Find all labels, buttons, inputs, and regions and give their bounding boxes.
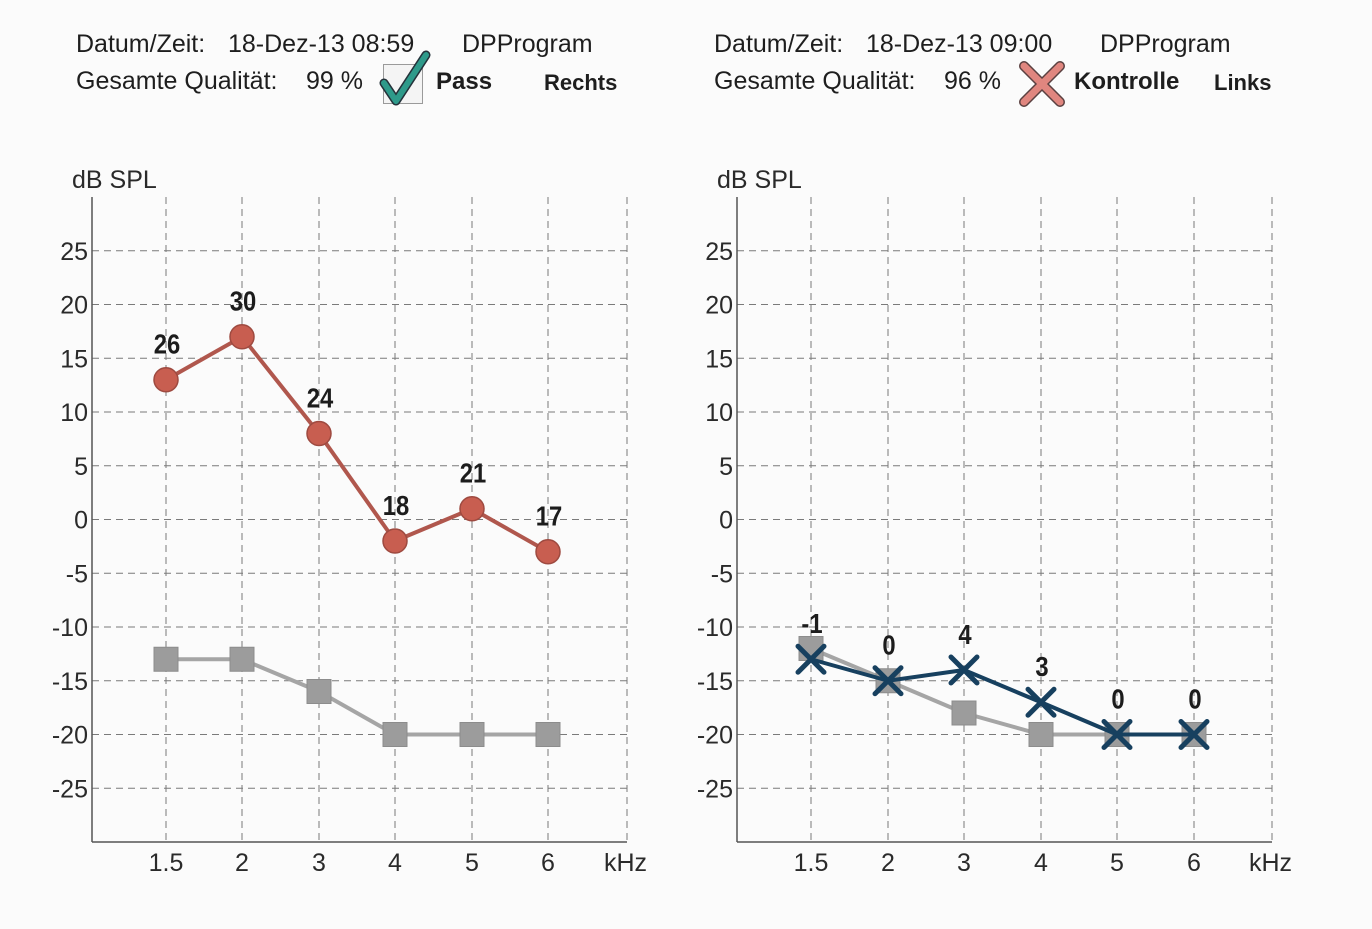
signal-point (1101, 719, 1133, 750)
quality-value-right: 99 % (306, 67, 363, 95)
program-left: DPProgram (1100, 30, 1231, 58)
noise-point (535, 722, 561, 747)
data-label: 24 (307, 382, 334, 414)
y-tick-label: -25 (52, 775, 88, 803)
y-tick-label: 15 (60, 345, 88, 373)
y-tick-label: 25 (705, 238, 733, 266)
noise-series-line (166, 657, 548, 737)
y-tick-label: -10 (52, 614, 88, 642)
data-label: 17 (536, 500, 562, 532)
data-label: 3 (1035, 650, 1048, 682)
data-label: 26 (154, 328, 180, 360)
pass-badge (379, 50, 431, 106)
signal-point (229, 324, 255, 350)
noise-point (229, 646, 255, 672)
data-label: 0 (1188, 683, 1201, 715)
signal-point (1178, 719, 1210, 750)
y-tick-label: -5 (66, 560, 88, 588)
y-tick-label: -10 (697, 614, 733, 642)
datetime-value-right: 18-Dez-13 08:59 (228, 30, 415, 58)
data-label: 4 (958, 618, 972, 650)
ear-right: Rechts (544, 70, 618, 95)
signal-point (535, 539, 561, 565)
x-tick-label: 3 (312, 849, 326, 877)
y-tick-label: 25 (60, 238, 88, 266)
noise-point (459, 722, 485, 747)
data-label: 18 (383, 489, 409, 521)
y-tick-label: -20 (52, 722, 88, 750)
y-tick-label: 0 (74, 507, 88, 535)
data-label: 30 (230, 285, 256, 317)
cross-icon (1019, 61, 1065, 107)
data-label: 21 (460, 457, 486, 489)
y-tick-label: 5 (74, 453, 88, 481)
y-tick-label: 20 (60, 292, 88, 320)
program-right: DPProgram (462, 30, 593, 58)
x-tick-label: 3 (957, 849, 971, 877)
data-label: -1 (801, 607, 822, 639)
y-tick-label: 0 (719, 507, 733, 535)
y-axis-label: dB SPL (72, 166, 157, 194)
signal-series-line (165, 334, 549, 554)
result-right: Pass (436, 68, 493, 95)
x-tick-label: 5 (1110, 849, 1124, 877)
result-left: Kontrolle (1074, 68, 1180, 95)
signal-point (795, 643, 827, 675)
signal-point (1025, 686, 1057, 718)
x-axis-label: kHz (604, 849, 647, 877)
x-tick-label: 4 (388, 849, 402, 877)
noise-point (951, 700, 977, 726)
y-tick-label: 5 (719, 453, 733, 481)
signal-point (153, 367, 179, 393)
check-icon (379, 50, 431, 106)
quality-value-left: 96 % (944, 67, 1001, 95)
x-tick-label: 6 (541, 849, 555, 877)
datetime-label-left: Datum/Zeit: (714, 30, 844, 58)
noise-point (1028, 722, 1054, 747)
datetime-value-left: 18-Dez-13 09:00 (866, 30, 1053, 58)
y-tick-label: -5 (711, 560, 733, 588)
x-tick-label: 4 (1034, 849, 1048, 877)
x-tick-label: 5 (465, 849, 479, 877)
x-tick-label: 1.5 (794, 849, 829, 877)
signal-series-line (810, 657, 1194, 737)
chart-panel-right: 25 20 15 10 5 0 -5 -10 -15 -20 -25 1.5 2 3 4 5 6 dB SPL kH… (52, 166, 647, 877)
y-tick-label: -25 (697, 775, 733, 803)
noise-point (153, 646, 179, 672)
quality-label-left: Gesamte Qualität: (714, 67, 916, 95)
noise-point (382, 722, 408, 747)
y-axis-label: dB SPL (717, 166, 802, 194)
noise-point (306, 679, 332, 704)
signal-point (306, 420, 332, 447)
y-tick-label: -15 (52, 668, 88, 696)
noise-series-line (810, 646, 1194, 737)
signal-point (459, 496, 485, 522)
signal-point (382, 528, 408, 554)
quality-label-right: Gesamte Qualität: (76, 67, 278, 95)
signal-point (948, 654, 980, 686)
y-tick-label: -15 (697, 668, 733, 696)
signal-point (872, 665, 904, 697)
y-tick-label: 15 (705, 345, 733, 373)
ear-left: Links (1214, 70, 1272, 95)
x-tick-label: 6 (1187, 849, 1201, 877)
x-tick-label: 1.5 (149, 849, 184, 877)
y-tick-label: 10 (705, 399, 733, 427)
x-axis-label: kHz (1249, 849, 1292, 877)
y-tick-label: -20 (697, 722, 733, 750)
data-label: 0 (1111, 683, 1124, 715)
x-tick-label: 2 (235, 849, 249, 877)
x-tick-label: 2 (881, 849, 895, 877)
y-tick-label: 20 (705, 292, 733, 320)
y-tick-label: 10 (60, 399, 88, 427)
datetime-label-right: Datum/Zeit: (76, 30, 206, 58)
data-label: 0 (882, 629, 895, 661)
